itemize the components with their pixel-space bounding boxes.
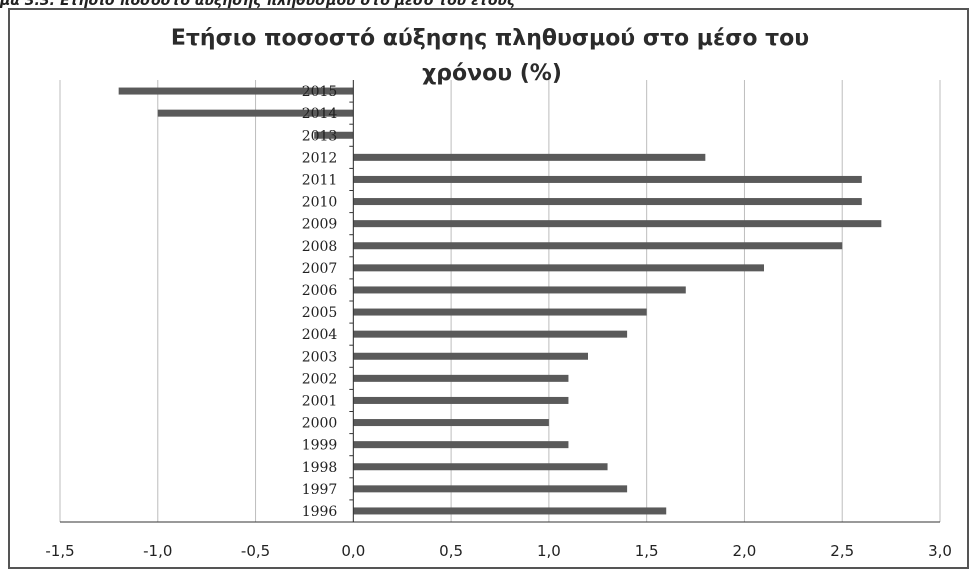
bar-2003 [353, 352, 588, 360]
y-category-label: 1996 [302, 504, 338, 520]
bar-2001 [353, 396, 569, 404]
bar-2006 [353, 286, 686, 294]
bar-2007 [353, 264, 764, 272]
y-category-label: 2000 [302, 416, 338, 432]
grid-layer [59, 80, 941, 522]
bar-2008 [353, 242, 843, 250]
chart-title-line-1: Ετήσιο ποσοστό αύξησης πληθυσμού στο μέσ… [171, 26, 809, 51]
y-category-label: 2002 [302, 371, 338, 387]
bar-2004 [353, 330, 628, 338]
label-layer: -1,5 -1,0 -0,5 0,0 0,5 1,0 1,5 2,0 2,5 3,0 1996 199… [45, 84, 952, 560]
bar-2015 [118, 87, 354, 95]
x-tick-label: -0,5 [241, 542, 270, 560]
y-category-label: 2001 [302, 393, 338, 409]
x-tick-label: 2,5 [830, 542, 854, 560]
x-tick-label: 2,0 [733, 542, 757, 560]
x-tick-label: 0,5 [439, 542, 463, 560]
bar-2005 [353, 308, 647, 316]
y-category-label: 2015 [302, 84, 338, 100]
y-category-label: 1998 [302, 460, 338, 476]
y-category-label: 2004 [302, 327, 338, 343]
bar-1996 [353, 507, 667, 515]
x-tick-label: 1,5 [635, 542, 659, 560]
chart-title-line-2: χρόνου (%) [422, 61, 562, 86]
y-category-label: 2012 [302, 150, 338, 166]
bar-2009 [353, 220, 882, 228]
y-category-label: 2003 [302, 349, 338, 365]
y-category-label: 2008 [302, 239, 338, 255]
bar-2013 [314, 131, 354, 139]
y-category-label: 2014 [302, 106, 338, 122]
bar-2010 [353, 198, 862, 206]
y-category-label: 2006 [302, 283, 338, 299]
x-tick-label: 1,0 [537, 542, 561, 560]
bar-2011 [353, 175, 862, 183]
axis-layer [60, 80, 940, 523]
bar-2014 [157, 109, 354, 117]
y-category-label: 2009 [302, 217, 338, 233]
bar-2000 [353, 419, 549, 427]
figure-caption: μα 3.3: Ετήσιο ποσοστό αύξησης πληθυσμού… [0, 0, 516, 9]
y-category-label: 2005 [302, 305, 338, 321]
bar-1997 [353, 485, 628, 493]
y-category-label: 2010 [302, 195, 338, 211]
y-category-label: 2013 [302, 128, 338, 144]
y-category-label: 1999 [302, 438, 338, 454]
x-tick-label: -1,5 [45, 542, 74, 560]
y-category-label: 1997 [302, 482, 338, 498]
bar-1999 [353, 441, 569, 449]
bar-layer [118, 87, 882, 515]
x-tick-label: -1,0 [143, 542, 172, 560]
x-tick-label: 0,0 [341, 542, 365, 560]
bar-2012 [353, 153, 706, 161]
bar-2002 [353, 374, 569, 382]
bar-1998 [353, 463, 608, 471]
y-category-label: 2007 [302, 261, 338, 277]
x-tick-label: 3,0 [928, 542, 952, 560]
y-category-label: 2011 [302, 172, 338, 188]
